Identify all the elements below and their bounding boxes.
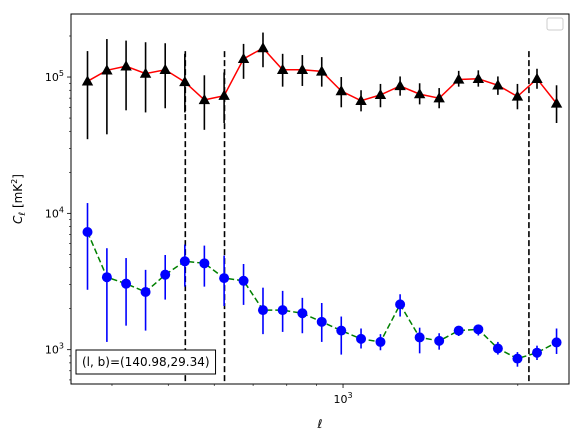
y-tick-label-exp: 4 — [59, 205, 64, 214]
circle-marker — [336, 325, 347, 336]
circle-marker — [375, 336, 386, 347]
y-tick-label-base: 10 — [45, 344, 59, 357]
triangle-marker — [413, 88, 426, 99]
circle-marker — [219, 273, 230, 284]
y-tick-label-base: 10 — [45, 207, 59, 220]
triangle-marker — [355, 94, 367, 105]
y-tick-label: 105 — [45, 69, 64, 84]
y-axis-label-unit-close: ] — [11, 174, 25, 179]
circle-marker — [82, 226, 93, 237]
triangle-marker — [120, 60, 132, 71]
y-axis-label-symbol: C — [11, 215, 25, 224]
major-ticks — [67, 76, 344, 388]
triangle-marker — [101, 64, 113, 75]
triangle-marker — [531, 72, 543, 84]
y-tick-label-exp: 3 — [59, 342, 64, 351]
circle-marker — [512, 353, 523, 364]
annotation-prefix: (l, b)= — [82, 355, 120, 369]
circle-marker — [434, 335, 445, 346]
triangle-marker — [433, 92, 445, 103]
triangle-marker — [218, 89, 230, 100]
circle-marker — [316, 316, 327, 327]
triangle-marker — [394, 79, 406, 91]
circle-marker — [257, 305, 268, 316]
triangle-marker — [81, 75, 94, 86]
circle-marker — [395, 299, 406, 310]
circle-marker — [492, 343, 503, 354]
circle-marker — [356, 333, 367, 344]
annotation-box: (l, b)=(140.98,29.34) — [75, 349, 217, 375]
y-axis-label: Cℓ [mK2] — [10, 174, 28, 224]
circle-marker — [199, 258, 210, 269]
legend — [546, 17, 564, 31]
triangle-marker — [237, 52, 250, 64]
triangle-marker — [492, 79, 504, 90]
triangle-marker — [550, 97, 563, 108]
series-layer — [81, 32, 563, 367]
triangle-marker — [159, 63, 171, 74]
triangle-marker — [198, 93, 211, 105]
y-axis-label-subscript: ℓ — [18, 212, 28, 217]
circle-marker — [140, 286, 151, 297]
triangle-marker — [374, 88, 387, 100]
circle-marker — [179, 256, 190, 267]
x-tick-label-base: 10 — [333, 393, 347, 406]
legend-box — [546, 17, 564, 31]
triangle-marker — [296, 63, 309, 74]
circle-marker — [160, 269, 171, 280]
y-tick-label-base: 10 — [45, 71, 59, 84]
circle-marker — [238, 275, 249, 286]
circle-marker — [121, 278, 132, 289]
circle-marker — [277, 305, 288, 316]
y-tick-label-exp: 5 — [59, 69, 64, 78]
circle-marker — [551, 337, 562, 348]
y-axis-label-unit-sup: 2 — [10, 179, 19, 184]
triangle-marker — [472, 72, 485, 84]
triangle-marker — [257, 42, 269, 53]
triangle-marker — [139, 67, 152, 78]
triangle-marker — [179, 75, 191, 87]
triangle-marker — [276, 63, 289, 74]
circle-marker — [473, 324, 484, 335]
triangle-marker — [453, 73, 465, 84]
circle-marker — [453, 325, 464, 336]
x-tick-label: 103 — [333, 391, 352, 406]
annotation-text: (l, b)=(140.98,29.34) — [82, 355, 210, 369]
series-0 — [81, 32, 563, 140]
annotation-frame — [75, 349, 217, 375]
annotation-value: (140.98,29.34) — [120, 355, 210, 369]
y-tick-label: 103 — [45, 342, 64, 357]
plot-frame — [70, 13, 570, 385]
series-1 — [82, 203, 562, 367]
circle-marker — [297, 308, 308, 319]
x-axis-label: ℓ — [317, 417, 323, 431]
y-axis-label-unit: [mK — [11, 183, 25, 212]
circle-marker — [414, 332, 425, 343]
circle-marker — [531, 347, 542, 358]
triangle-marker — [335, 84, 347, 96]
x-tick-label-exp: 3 — [347, 391, 352, 400]
y-tick-label: 104 — [45, 205, 64, 220]
triangle-marker — [511, 90, 524, 101]
circle-marker — [101, 272, 112, 283]
triangle-marker — [316, 65, 328, 76]
